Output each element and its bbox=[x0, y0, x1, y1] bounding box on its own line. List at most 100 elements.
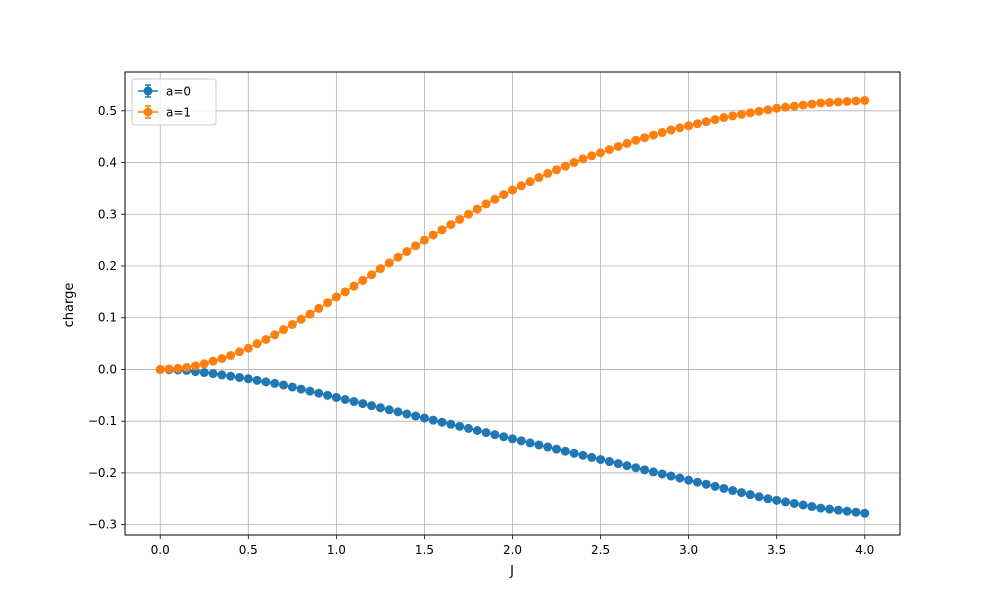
data-point bbox=[243, 374, 253, 384]
data-point bbox=[825, 98, 835, 108]
data-point bbox=[279, 325, 289, 335]
data-point bbox=[252, 339, 262, 349]
data-point bbox=[701, 479, 711, 489]
data-point bbox=[825, 504, 835, 514]
data-point bbox=[261, 334, 271, 344]
data-point bbox=[393, 407, 403, 417]
data-point bbox=[164, 364, 174, 374]
data-point bbox=[261, 377, 271, 387]
data-point bbox=[684, 475, 694, 485]
data-point bbox=[842, 96, 852, 106]
data-point bbox=[331, 292, 341, 302]
data-point bbox=[296, 384, 306, 394]
data-point bbox=[402, 247, 412, 257]
data-point bbox=[587, 151, 597, 161]
data-point bbox=[543, 442, 553, 452]
data-point bbox=[552, 165, 562, 175]
data-point bbox=[631, 463, 641, 473]
data-point bbox=[393, 252, 403, 262]
data-point bbox=[217, 354, 227, 364]
data-point bbox=[763, 105, 773, 115]
data-point bbox=[367, 270, 377, 280]
data-point bbox=[552, 444, 562, 454]
data-point bbox=[833, 97, 843, 107]
data-point bbox=[481, 199, 491, 209]
data-point bbox=[340, 287, 350, 297]
data-point bbox=[234, 347, 244, 357]
data-point bbox=[296, 314, 306, 324]
x-tick-label: 2.5 bbox=[591, 543, 610, 557]
data-point bbox=[375, 264, 385, 274]
data-point bbox=[173, 363, 183, 373]
legend-marker bbox=[143, 86, 153, 96]
plot-series bbox=[155, 95, 870, 518]
data-point bbox=[860, 508, 870, 518]
data-point bbox=[745, 490, 755, 500]
data-point bbox=[226, 350, 236, 360]
data-point bbox=[613, 141, 623, 151]
data-point bbox=[666, 125, 676, 135]
data-point bbox=[199, 368, 209, 378]
y-tick-label: 0.2 bbox=[98, 259, 117, 273]
data-point bbox=[349, 281, 359, 291]
data-point bbox=[463, 209, 473, 219]
data-point bbox=[596, 454, 606, 464]
x-tick-label: 3.5 bbox=[767, 543, 786, 557]
data-point bbox=[798, 500, 808, 510]
legend-marker bbox=[143, 107, 153, 117]
data-point bbox=[569, 158, 579, 168]
data-point bbox=[270, 330, 280, 340]
data-point bbox=[842, 506, 852, 516]
x-tick-label: 3.0 bbox=[679, 543, 698, 557]
data-point bbox=[516, 181, 526, 191]
data-point bbox=[728, 486, 738, 496]
data-point bbox=[657, 469, 667, 479]
data-point bbox=[437, 225, 447, 235]
data-point bbox=[684, 121, 694, 131]
x-tick-label: 1.5 bbox=[415, 543, 434, 557]
data-point bbox=[816, 503, 826, 513]
data-point bbox=[437, 417, 447, 427]
data-point bbox=[199, 359, 209, 369]
data-point bbox=[349, 397, 359, 407]
data-point bbox=[692, 477, 702, 487]
data-point bbox=[587, 452, 597, 462]
y-tick-label: −0.1 bbox=[88, 414, 117, 428]
data-point bbox=[710, 481, 720, 491]
data-point bbox=[455, 421, 465, 431]
data-point bbox=[490, 430, 500, 440]
data-point bbox=[560, 161, 570, 171]
data-point bbox=[622, 138, 632, 148]
data-point bbox=[384, 258, 394, 268]
data-point bbox=[499, 190, 509, 200]
y-axis-label: charge bbox=[62, 283, 77, 328]
data-point bbox=[455, 214, 465, 224]
data-point bbox=[226, 371, 236, 381]
data-point bbox=[217, 370, 227, 380]
y-tick-label: 0.3 bbox=[98, 207, 117, 221]
x-tick-label: 0.5 bbox=[239, 543, 258, 557]
data-point bbox=[182, 362, 192, 372]
data-point bbox=[578, 154, 588, 164]
data-point bbox=[419, 235, 429, 245]
data-point bbox=[525, 177, 535, 187]
data-point bbox=[745, 108, 755, 118]
series-a=1 bbox=[155, 95, 870, 374]
data-point bbox=[428, 415, 438, 425]
data-point bbox=[666, 471, 676, 481]
data-point bbox=[648, 467, 658, 477]
x-axis-label: J bbox=[509, 564, 514, 579]
data-point bbox=[604, 145, 614, 155]
data-point bbox=[640, 133, 650, 143]
data-point bbox=[640, 465, 650, 475]
data-point bbox=[525, 438, 535, 448]
data-point bbox=[367, 401, 377, 411]
data-point bbox=[613, 459, 623, 469]
data-point bbox=[754, 492, 764, 502]
data-point bbox=[208, 369, 218, 379]
data-point bbox=[446, 419, 456, 429]
x-tick-label: 1.0 bbox=[327, 543, 346, 557]
data-point bbox=[384, 405, 394, 415]
data-point bbox=[411, 411, 421, 421]
